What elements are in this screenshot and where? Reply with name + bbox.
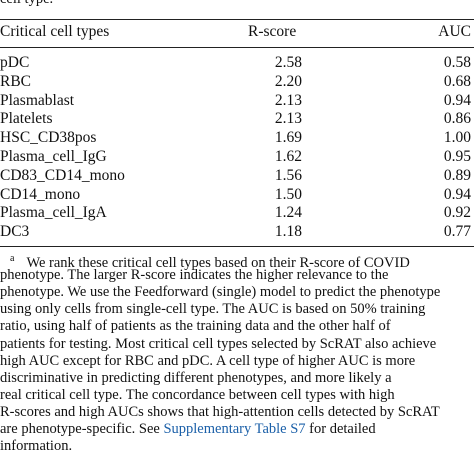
cell-value: 0.89 [443, 166, 471, 184]
cell-type: HSC_CD38pos [0, 129, 97, 147]
header-cell: Critical cell types [0, 23, 110, 40]
cell-type: Platelets [0, 110, 53, 128]
bottom-rule [0, 246, 474, 247]
cell-type: pDC [0, 54, 30, 71]
footnote-line: information. [0, 438, 73, 455]
footnote-line: patients for testing. Most critical cell… [0, 335, 437, 352]
footnote-line: a We rank these critical cell types based… [10, 250, 410, 272]
top-rule [0, 19, 474, 20]
cell-value: 0.68 [443, 72, 471, 90]
cell-type: DC3 [0, 223, 30, 241]
cell-value: 2.13 [274, 91, 302, 109]
footnote-line: are phenotype-specific. See Supplementar… [0, 421, 376, 438]
cell-value: 1.56 [274, 166, 302, 184]
header-rule [0, 47, 474, 48]
footnote-text: We rank these critical cell types based … [26, 254, 410, 271]
footnote-line: phenotype. The larger R-score indicates … [0, 267, 389, 284]
footnote-line: discriminative in predicting different p… [0, 369, 392, 386]
footnote-line: ratio, using half of patients as the tra… [0, 318, 391, 335]
cell-type: Plasma_cell_IgA [0, 204, 107, 222]
footnote-line: using only cells from single-cell type. … [0, 301, 426, 318]
footnote-line: real critical cell type. The concordance… [0, 386, 395, 403]
cell-type: CD83_CD14_mono [0, 166, 125, 184]
cell-value: 1.62 [274, 148, 302, 165]
cell-value: 1.24 [274, 204, 302, 222]
cell-value: 1.69 [274, 129, 302, 147]
caption-tail: cell type. [0, 0, 53, 8]
cell-value: 0.58 [443, 54, 471, 71]
cell-type: CD14_mono [0, 185, 81, 203]
cell-value: 1.18 [274, 223, 302, 241]
cell-value: 0.77 [443, 223, 471, 241]
footnote-text: are phenotype-specific. See [0, 421, 164, 437]
footnote-text: for detailed [305, 421, 376, 437]
cell-type: Plasma_cell_IgG [0, 148, 107, 165]
cell-value: 2.20 [274, 72, 302, 90]
cell-value: 1.00 [443, 129, 471, 147]
header-cell: R-score [248, 23, 297, 40]
cell-value: 0.94 [443, 91, 471, 109]
cell-value: 0.92 [443, 204, 471, 222]
footnote-marker: a [10, 253, 15, 264]
cell-value: 1.50 [274, 185, 302, 203]
cell-value: 2.13 [274, 110, 302, 128]
cell-type: Plasmablast [0, 91, 75, 109]
link[interactable]: Supplementary Table S7 [163, 421, 306, 437]
footnote-line: R-scores and high AUCs shows that high-a… [0, 403, 440, 420]
cell-value: 0.86 [443, 110, 471, 128]
header-cell: AUC [438, 23, 471, 40]
cell-type: RBC [0, 72, 32, 90]
cell-value: 0.94 [443, 185, 471, 203]
cell-value: 2.58 [274, 54, 302, 71]
cell-value: 0.95 [443, 148, 471, 165]
footnote-line: phenotype. We use the Feedforward (singl… [0, 284, 441, 301]
footnote-line: high AUC except for RBC and pDC. A cell … [0, 352, 416, 369]
